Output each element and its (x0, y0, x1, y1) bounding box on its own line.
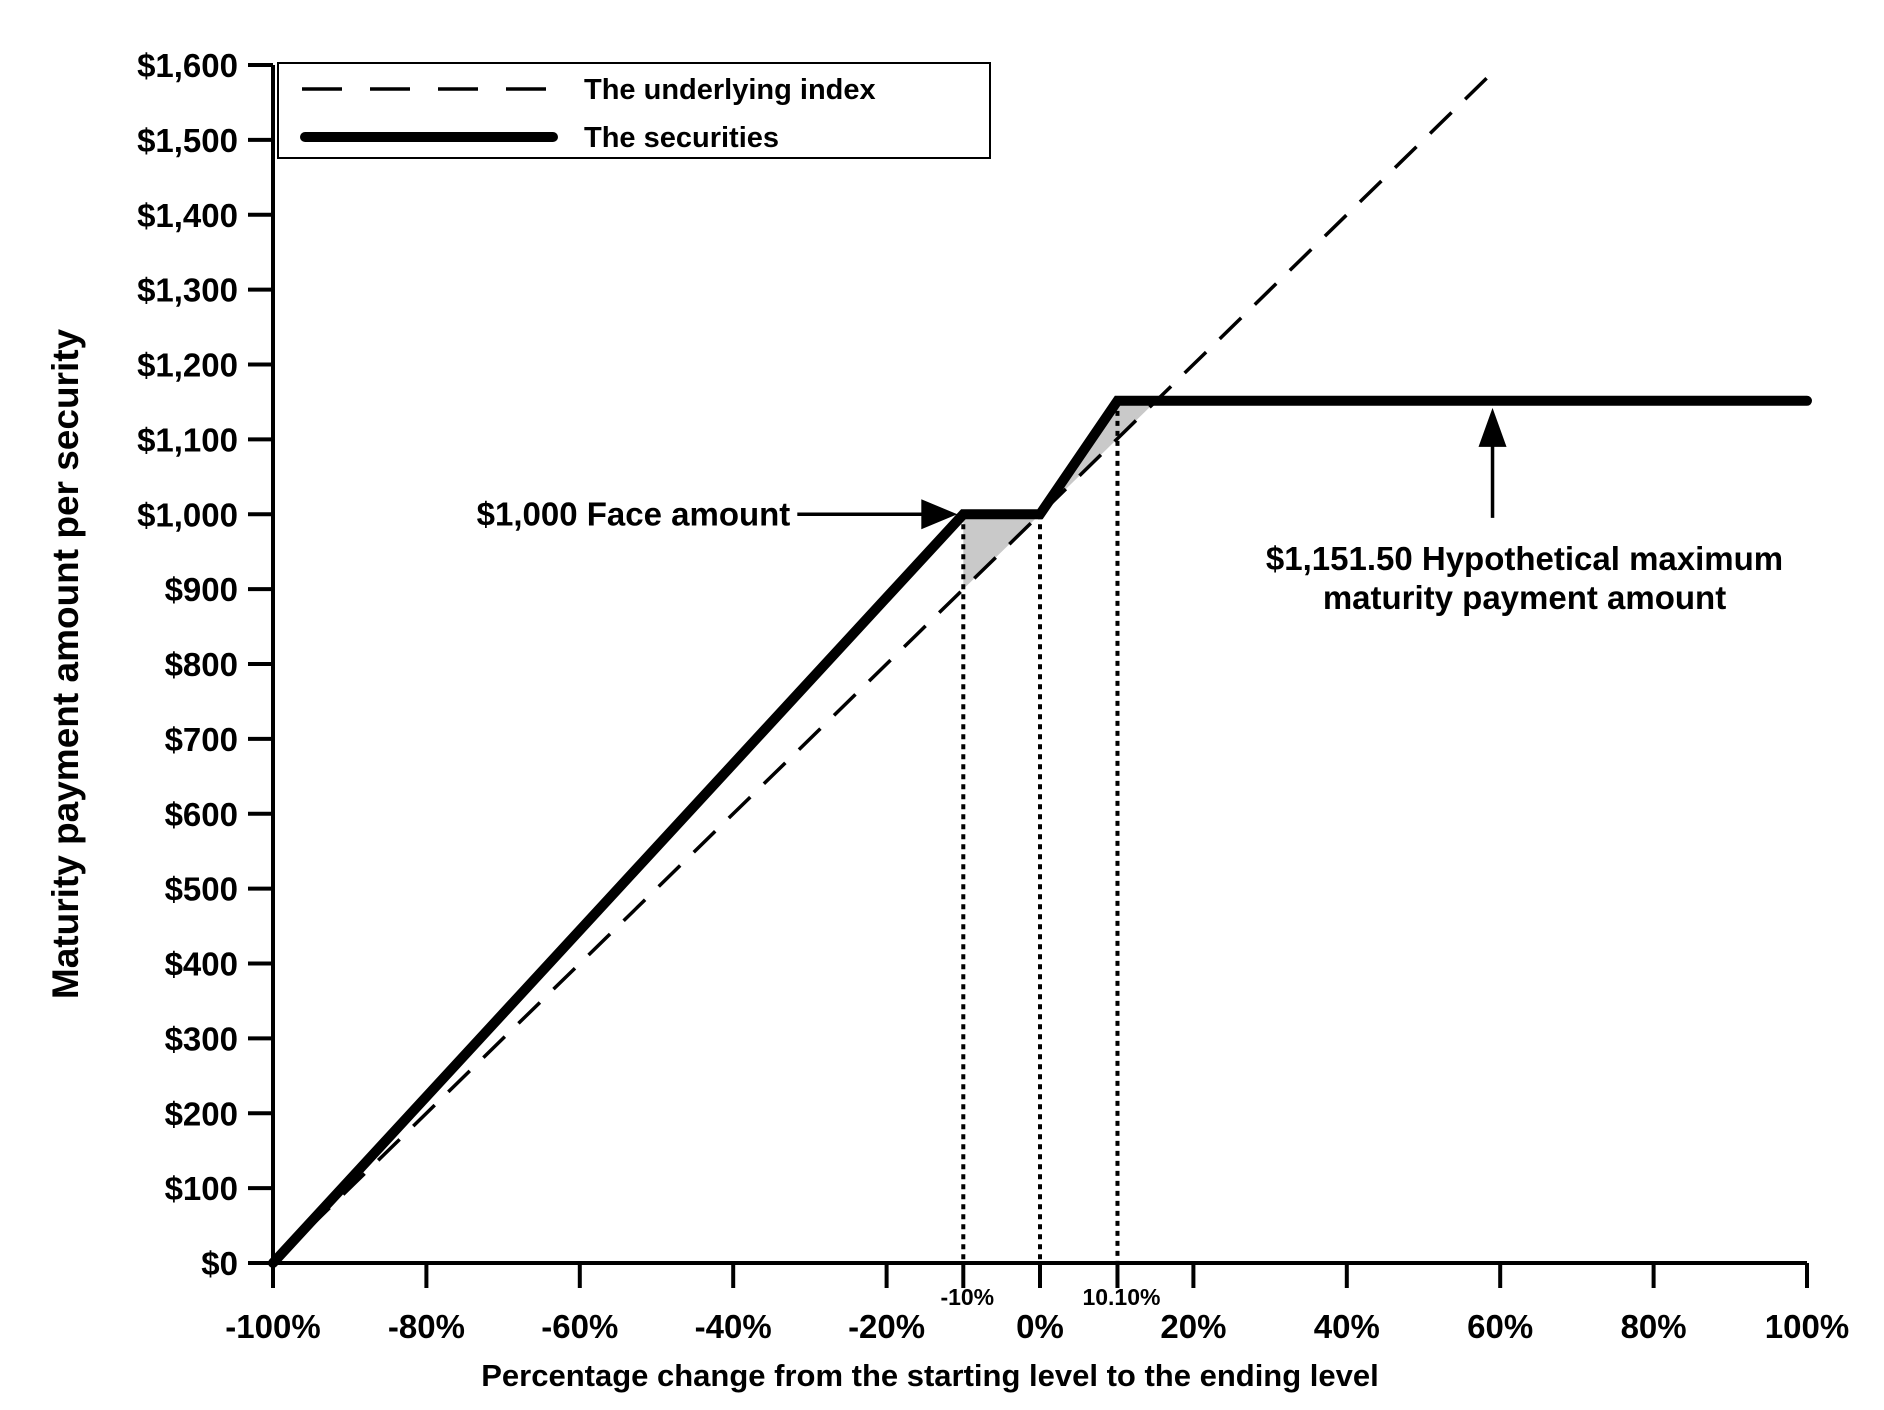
y-axis-ticks: $0 $100 $200 $300 $400 $500 $600 $700 $800 $900 $1… (137, 47, 273, 1282)
x-tick-label: 80% (1621, 1308, 1687, 1345)
y-tick-label: $300 (165, 1020, 238, 1057)
x-tick-label: -60% (541, 1308, 618, 1345)
x-axis-ticks: -100% -80% -60% -40% -20% 0% 20% 40% 60% 80% 100% (225, 1263, 1849, 1345)
annotation-maximum-payment: $1,151.50 Hypothetical maximum maturity … (1266, 407, 1783, 616)
annotation-face-amount: $1,000 Face amount (477, 495, 958, 532)
right-arrow-head-icon (921, 499, 958, 530)
securities-line (268, 395, 1812, 1268)
legend-label-underlying-index: The underlying index (584, 74, 876, 106)
x-tick-label: -40% (695, 1308, 772, 1345)
y-tick-label: $1,100 (137, 421, 238, 458)
y-tick-label: $700 (165, 721, 238, 758)
y-axis-title: Maturity payment amount per security (45, 328, 86, 999)
face-amount-label: $1,000 Face amount (477, 495, 791, 532)
x-tick-label: 40% (1314, 1308, 1380, 1345)
y-tick-label: $1,600 (137, 47, 238, 84)
legend-box (277, 62, 991, 159)
y-tick-label: $600 (165, 796, 238, 833)
y-tick-label: $200 (165, 1095, 238, 1132)
x-tick-label: 100% (1765, 1308, 1849, 1345)
maximum-payment-label-line1: $1,151.50 Hypothetical maximum (1266, 540, 1783, 577)
x-tick-label: -80% (388, 1308, 465, 1345)
y-tick-label: $900 (165, 571, 238, 608)
underlying-index-line (271, 63, 1502, 1265)
y-tick-label: $800 (165, 646, 238, 683)
y-tick-label: $500 (165, 871, 238, 908)
legend-label-securities: The securities (584, 122, 779, 154)
legend-entry-securities: The securities (300, 122, 779, 154)
guide-label: -10% (940, 1284, 994, 1310)
x-tick-label: -100% (225, 1308, 320, 1345)
x-tick-label: 0% (1016, 1308, 1064, 1345)
y-tick-label: $100 (165, 1170, 238, 1207)
y-tick-label: $1,200 (137, 347, 238, 384)
x-axis-title: Percentage change from the starting leve… (481, 1358, 1379, 1393)
y-tick-label: $400 (165, 946, 238, 983)
y-tick-label: $0 (201, 1245, 238, 1282)
y-tick-label: $1,400 (137, 197, 238, 234)
legend: The underlying index The securities (277, 62, 991, 159)
y-tick-label: $1,500 (137, 122, 238, 159)
guide-lines: -10% 10.10% (940, 400, 1160, 1310)
x-tick-label: -20% (848, 1308, 925, 1345)
y-tick-label: $1,300 (137, 272, 238, 309)
y-tick-label: $1,000 (137, 496, 238, 533)
up-arrow-head-icon (1478, 407, 1507, 447)
maximum-payment-label-line2: maturity payment amount (1323, 579, 1726, 616)
x-tick-label: 60% (1467, 1308, 1533, 1345)
legend-entry-underlying-index: The underlying index (302, 74, 876, 106)
x-tick-label: 20% (1160, 1308, 1226, 1345)
guide-label: 10.10% (1082, 1284, 1160, 1310)
